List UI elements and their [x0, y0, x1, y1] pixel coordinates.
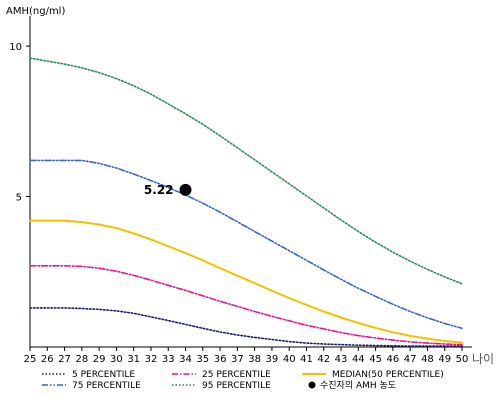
x-tick-label: 40 — [283, 354, 296, 365]
series-line-25-percentile — [29, 264, 463, 346]
patient-amh-value-label: 5.22 — [144, 183, 174, 197]
x-tick-label: 44 — [352, 354, 365, 365]
series-line-75-percentile — [29, 159, 463, 330]
x-axis-label: 나이 — [472, 352, 494, 366]
x-tick-label: 47 — [404, 354, 417, 365]
series-line-median-50-percentile — [29, 219, 463, 344]
x-tick-label: 49 — [438, 354, 451, 365]
legend-label: 95 PERCENTILE — [202, 381, 271, 391]
x-tick-label: 30 — [110, 354, 123, 365]
legend-label: 25 PERCENTILE — [202, 370, 271, 380]
axes: 25 26 27 28 29 30 31 32 33 34 35 36 37 38 39 40 41 42 43 44… — [9, 16, 472, 365]
x-tick-label: 39 — [266, 354, 279, 365]
legend-label: 5 PERCENTILE — [72, 370, 135, 380]
x-tick-label: 32 — [145, 354, 158, 365]
patient-amh-point — [179, 183, 192, 196]
x-tick-label: 50 — [456, 354, 469, 365]
y-tick-label: 5 — [16, 193, 22, 204]
x-tick-label: 38 — [248, 354, 261, 365]
legend-label: 수진자의 AMH 농도 — [320, 380, 396, 391]
legend-label: 75 PERCENTILE — [72, 381, 141, 391]
x-tick-label: 33 — [162, 354, 175, 365]
legend: 5 PERCENTILE 25 PERCENTILE MEDIAN(50 PERCE… — [42, 370, 444, 391]
legend-label: MEDIAN(50 PERCENTILE) — [332, 370, 444, 380]
x-tick-label: 35 — [196, 354, 209, 365]
x-tick-label: 25 — [24, 354, 37, 365]
x-tick-label: 34 — [179, 354, 192, 365]
series-line-5-percentile — [29, 307, 463, 347]
series-line-95-percentile — [29, 57, 463, 285]
legend-point-marker — [308, 381, 316, 389]
x-tick-label: 45 — [369, 354, 382, 365]
x-tick-label: 27 — [58, 354, 71, 365]
x-tick-label: 26 — [41, 354, 54, 365]
percentile-curves — [29, 57, 463, 347]
y-axis-label: AMH(ng/ml) — [6, 6, 65, 17]
data-points: 5.22 — [144, 183, 192, 197]
x-tick-label: 28 — [75, 354, 88, 365]
x-tick-label: 41 — [300, 354, 313, 365]
x-tick-label: 46 — [387, 354, 400, 365]
x-tick-label: 43 — [335, 354, 348, 365]
x-tick-label: 42 — [317, 354, 330, 365]
x-tick-label: 36 — [214, 354, 227, 365]
y-tick-label: 10 — [9, 42, 22, 53]
x-tick-label: 48 — [421, 354, 434, 365]
x-tick-label: 37 — [231, 354, 244, 365]
x-tick-label: 31 — [127, 354, 140, 365]
x-tick-label: 29 — [93, 354, 106, 365]
